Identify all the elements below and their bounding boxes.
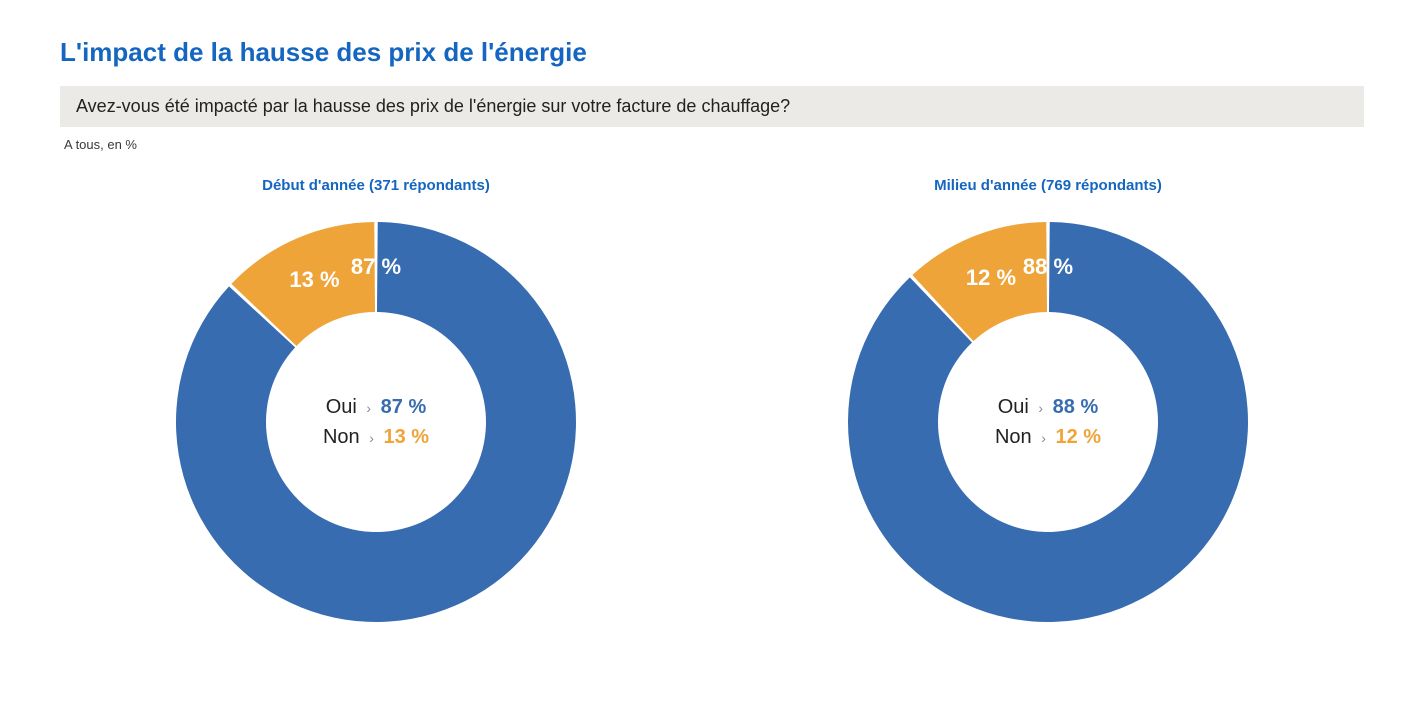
legend-value-oui: 87 % [381, 396, 427, 418]
legend-label: Oui [326, 396, 357, 418]
legend-separator: › [1038, 400, 1043, 416]
donut-chart-milieu: Milieu d'année (769 répondants) Oui › 88… [768, 177, 1328, 632]
chart-subtitle: Milieu d'année (769 répondants) [934, 177, 1162, 194]
survey-question: Avez-vous été impacté par la hausse des … [60, 86, 1364, 127]
chart-subtitle: Début d'année (371 répondants) [262, 177, 490, 194]
donut-wrap: Oui › 88 % Non › 12 % 88 % 12 % [838, 212, 1258, 632]
donut-wrap: Oui › 87 % Non › 13 % 87 % 13 % [166, 212, 586, 632]
legend-separator: › [369, 430, 374, 446]
donut-arc-label-oui: 88 % [1023, 254, 1073, 280]
legend-row-non: Non › 13 % [323, 422, 429, 452]
legend-row-non: Non › 12 % [995, 422, 1101, 452]
legend-label: Non [323, 426, 360, 448]
legend-label: Non [995, 426, 1032, 448]
page-title: L'impact de la hausse des prix de l'éner… [60, 37, 1364, 68]
donut-arc-label-non: 13 % [289, 267, 339, 293]
legend-label: Oui [998, 396, 1029, 418]
donut-arc-label-oui: 87 % [351, 254, 401, 280]
legend-row-oui: Oui › 88 % [995, 392, 1101, 422]
survey-subnote: A tous, en % [64, 137, 1364, 152]
legend-separator: › [366, 400, 371, 416]
legend-row-oui: Oui › 87 % [323, 392, 429, 422]
donut-arc-label-non: 12 % [966, 265, 1016, 291]
donut-chart-debut: Début d'année (371 répondants) Oui › 87 … [96, 177, 656, 632]
legend-value-non: 12 % [1055, 426, 1101, 448]
legend-value-non: 13 % [383, 426, 429, 448]
legend-separator: › [1041, 430, 1046, 446]
donut-center-legend: Oui › 88 % Non › 12 % [995, 392, 1101, 452]
donut-center-legend: Oui › 87 % Non › 13 % [323, 392, 429, 452]
legend-value-oui: 88 % [1053, 396, 1099, 418]
charts-row: Début d'année (371 répondants) Oui › 87 … [60, 177, 1364, 632]
